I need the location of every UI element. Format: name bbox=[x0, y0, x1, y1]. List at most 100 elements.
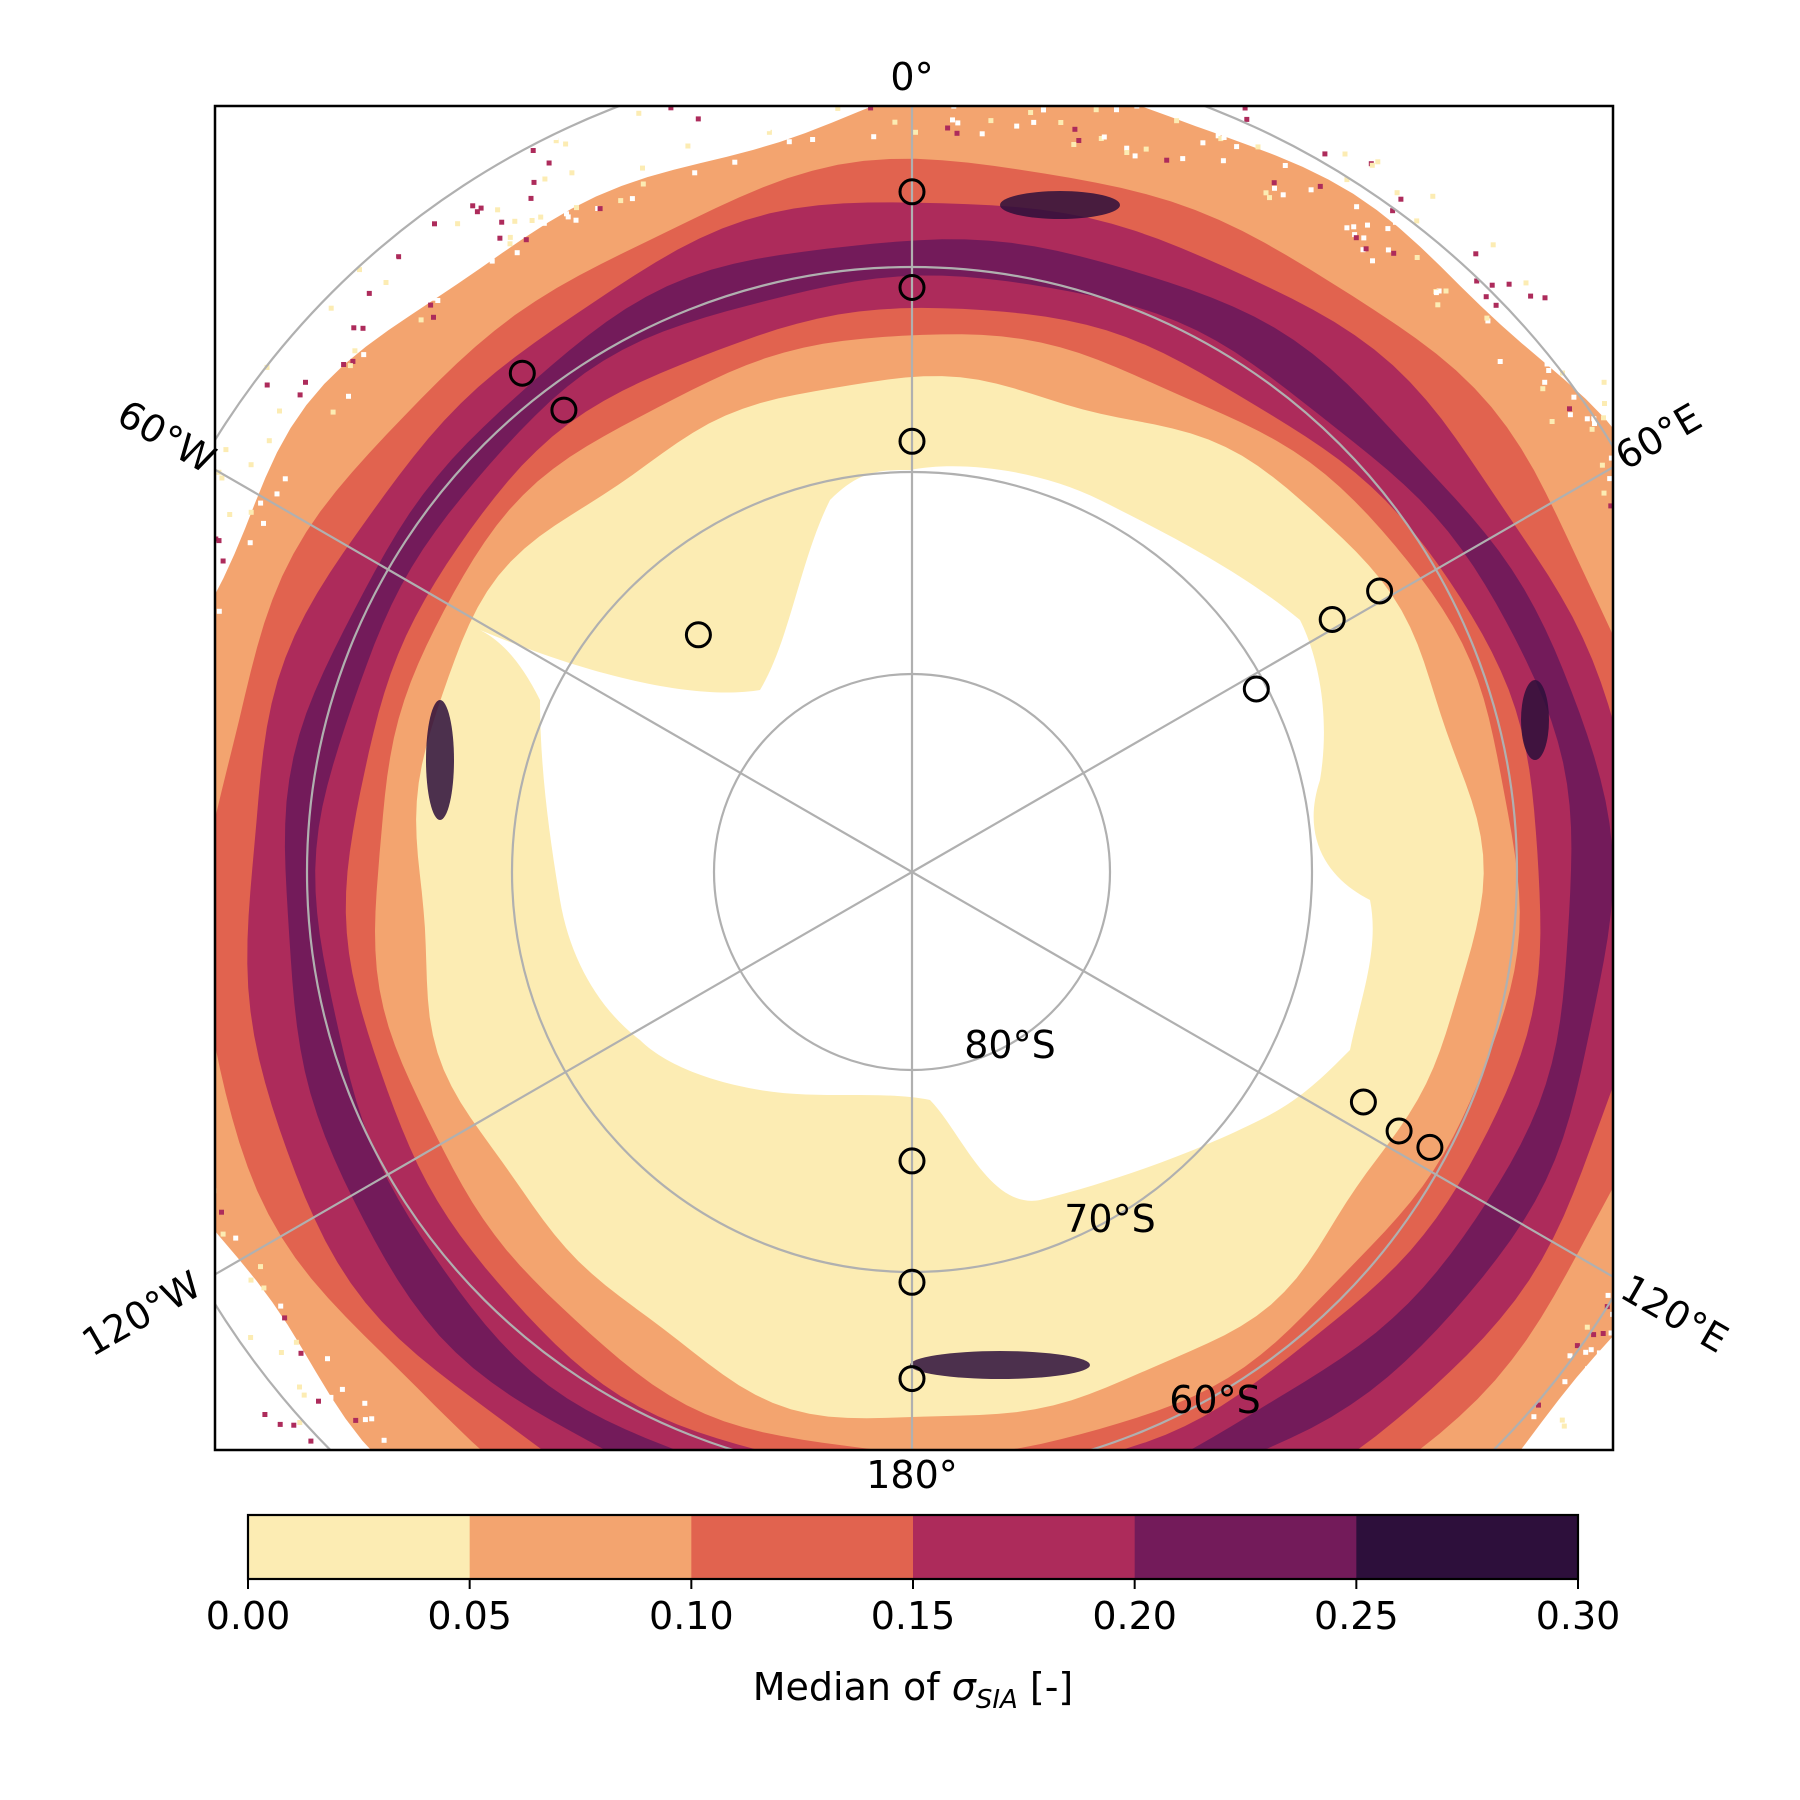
speckle bbox=[148, 712, 153, 717]
speckle bbox=[135, 784, 140, 789]
speckle bbox=[1583, 1349, 1589, 1355]
speckle bbox=[1728, 869, 1733, 874]
speckle bbox=[1760, 1114, 1765, 1119]
speckle bbox=[532, 1593, 537, 1598]
speckle bbox=[1209, 89, 1214, 94]
speckle bbox=[1748, 1122, 1753, 1127]
speckle bbox=[248, 509, 254, 515]
speckle bbox=[520, 1615, 525, 1620]
speckle bbox=[1551, 1420, 1556, 1426]
speckle bbox=[248, 1277, 254, 1283]
speckle bbox=[1143, 146, 1149, 152]
speckle bbox=[1794, 903, 1799, 908]
speckle bbox=[1561, 1423, 1567, 1429]
speckle bbox=[264, 364, 270, 370]
speckle bbox=[396, 254, 402, 260]
speckle bbox=[107, 1108, 112, 1113]
speckle bbox=[1647, 490, 1652, 495]
speckle bbox=[766, 70, 771, 75]
speckle bbox=[720, 89, 725, 94]
colorbar-tick-label: 0.20 bbox=[1092, 1594, 1177, 1638]
speckle bbox=[538, 214, 544, 220]
speckle bbox=[1601, 1362, 1607, 1368]
speckle bbox=[431, 314, 436, 320]
colorbar-tick-label: 0.10 bbox=[649, 1594, 734, 1638]
speckle bbox=[934, 1737, 939, 1742]
speckle bbox=[376, 294, 382, 300]
speckle bbox=[1711, 543, 1716, 548]
speckle bbox=[297, 392, 303, 398]
speckle bbox=[419, 275, 425, 281]
speckle bbox=[1221, 135, 1227, 140]
speckle bbox=[191, 695, 196, 700]
meridian-120 bbox=[911, 871, 1613, 1278]
speckle bbox=[106, 962, 111, 967]
speckle bbox=[1781, 1086, 1786, 1091]
speckle bbox=[182, 1168, 187, 1173]
speckle bbox=[618, 198, 624, 204]
speckle bbox=[1497, 359, 1503, 364]
speckle bbox=[1322, 151, 1328, 157]
speckle bbox=[1592, 421, 1597, 426]
speckle bbox=[1601, 415, 1606, 421]
speckle bbox=[1591, 416, 1597, 422]
speckle bbox=[1713, 976, 1718, 981]
speckle bbox=[1672, 1217, 1677, 1222]
speckle bbox=[121, 968, 126, 973]
speckle bbox=[1124, 150, 1130, 155]
speckle bbox=[121, 1033, 126, 1038]
speckle bbox=[1464, 1498, 1469, 1503]
speckle bbox=[884, 1657, 889, 1662]
speckle bbox=[597, 206, 603, 212]
speckle bbox=[1166, 1639, 1171, 1644]
speckle bbox=[1458, 1479, 1463, 1484]
speckle bbox=[1716, 1109, 1721, 1114]
speckle bbox=[853, 1728, 858, 1733]
speckle bbox=[1769, 940, 1774, 945]
speckle bbox=[574, 1580, 579, 1585]
speckle bbox=[1791, 860, 1796, 865]
speckle bbox=[1272, 185, 1277, 191]
speckle bbox=[989, 63, 994, 68]
speckle bbox=[1485, 318, 1491, 324]
speckle bbox=[700, 1707, 705, 1712]
station-marker bbox=[684, 621, 712, 649]
speckle bbox=[1255, 144, 1261, 150]
speckle bbox=[193, 547, 198, 552]
speckle bbox=[124, 1025, 129, 1030]
speckle bbox=[299, 1357, 305, 1363]
speckle bbox=[1041, 1728, 1046, 1733]
meridian-label-120e: 120°E bbox=[1613, 1266, 1735, 1362]
speckle bbox=[1686, 1278, 1691, 1283]
speckle bbox=[645, 1671, 650, 1676]
speckle bbox=[1542, 295, 1548, 301]
speckle bbox=[361, 352, 367, 358]
speckle bbox=[1390, 208, 1396, 214]
speckle bbox=[1493, 302, 1499, 308]
speckle bbox=[855, 1648, 860, 1653]
speckle bbox=[1263, 190, 1269, 196]
speckle bbox=[499, 219, 505, 225]
speckle bbox=[1169, 92, 1174, 97]
speckle bbox=[1269, 1635, 1274, 1640]
speckle bbox=[264, 382, 270, 388]
speckle bbox=[166, 671, 171, 676]
speckle bbox=[1489, 282, 1495, 288]
speckle bbox=[205, 1326, 210, 1331]
speckle bbox=[1200, 140, 1206, 146]
station-marker bbox=[898, 274, 926, 301]
meridian-label-60e: 60°E bbox=[1608, 395, 1709, 479]
speckle bbox=[147, 982, 152, 987]
speckle bbox=[574, 205, 579, 211]
speckle bbox=[1269, 1638, 1274, 1643]
speckle bbox=[1763, 637, 1768, 642]
colorbar-label: Median of σSIA [-] bbox=[753, 1665, 1074, 1715]
speckle bbox=[1344, 177, 1350, 183]
speckle bbox=[135, 883, 140, 888]
speckle bbox=[398, 260, 404, 266]
speckle bbox=[735, 111, 740, 117]
speckle bbox=[523, 237, 529, 243]
speckle bbox=[646, 96, 651, 101]
speckle bbox=[766, 129, 772, 135]
